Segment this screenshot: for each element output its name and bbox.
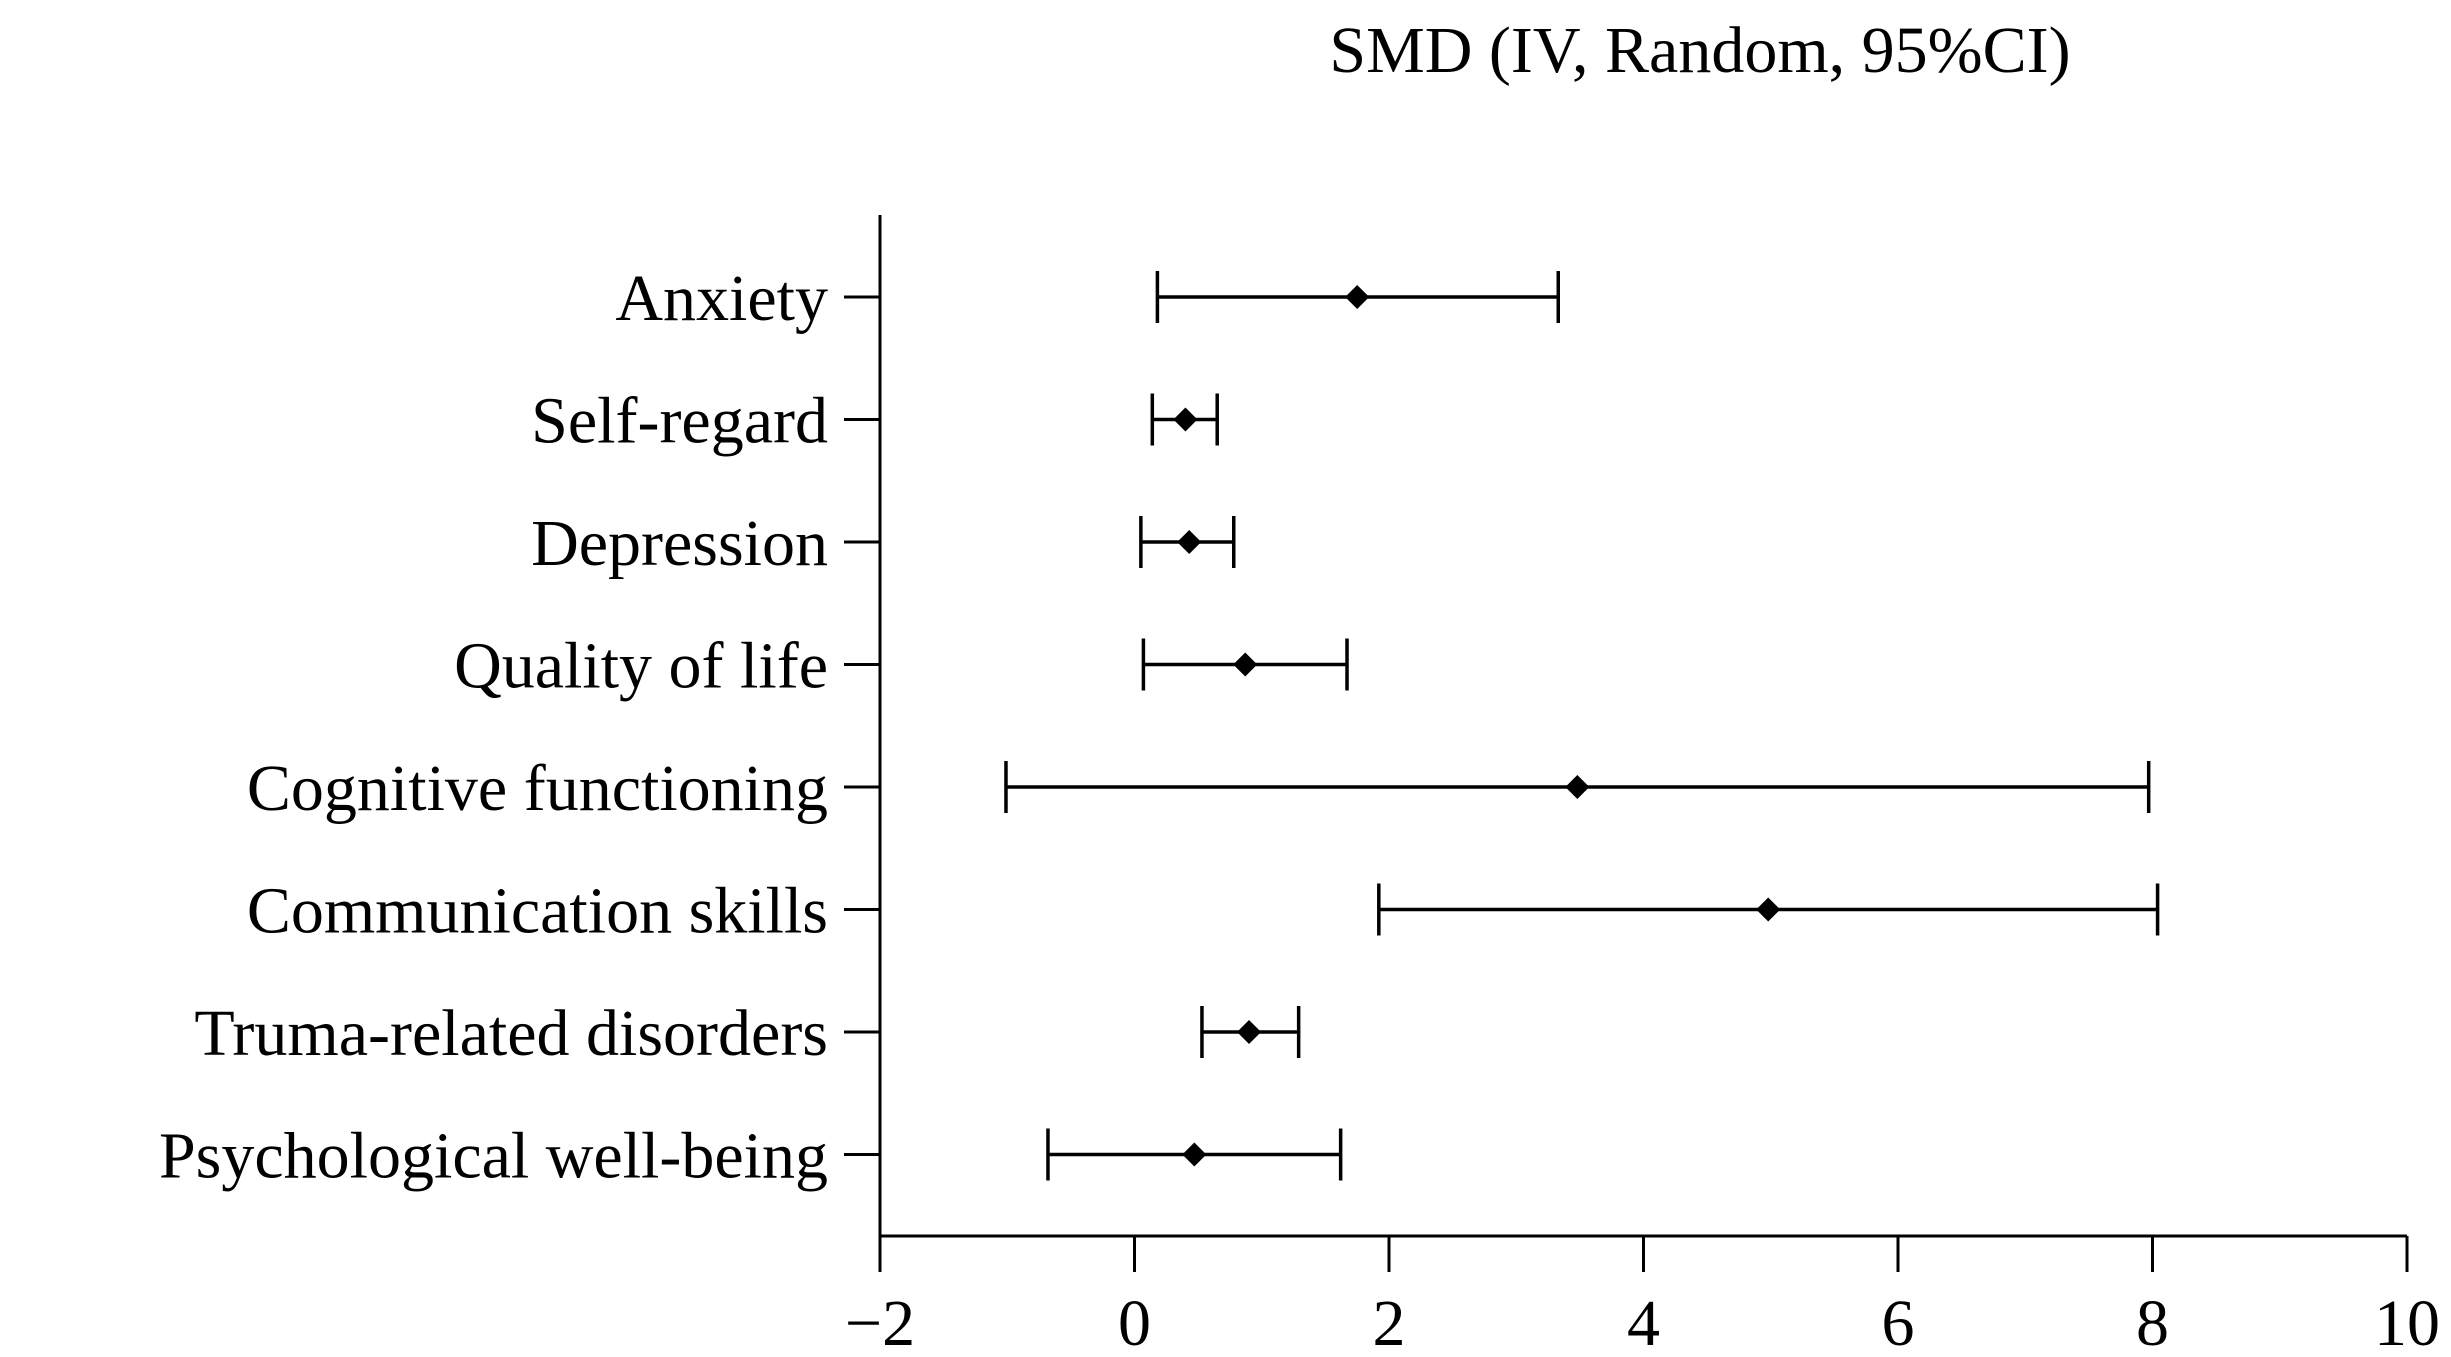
forest-rows: Anxiety Self-regard Depression Quality of l…	[159, 262, 2160, 1193]
category-label: Anxiety	[615, 262, 828, 335]
estimate-marker	[1177, 530, 1202, 554]
category-label: Truma-related disorders	[194, 997, 828, 1070]
estimate-marker	[1345, 285, 1370, 309]
x-tick-label: 2	[1373, 1287, 1406, 1357]
category-label: Self-regard	[531, 385, 828, 458]
estimate-marker	[1182, 1142, 1207, 1167]
category-label: Cognitive functioning	[247, 752, 828, 825]
category-label: Psychological well-being	[159, 1120, 828, 1193]
x-tick-label: 6	[1882, 1287, 1915, 1357]
x-tick-label: −2	[845, 1287, 915, 1357]
category-label: Quality of life	[454, 630, 828, 703]
estimate-marker	[1237, 1020, 1262, 1044]
category-label: Communication skills	[247, 875, 828, 948]
x-tick-label: 4	[1627, 1287, 1660, 1357]
axes: −2 0 2 4 6 8 10	[845, 215, 2440, 1357]
x-tick-label: 8	[2136, 1287, 2169, 1357]
x-tick-label: 0	[1118, 1287, 1151, 1357]
chart-title: SMD (IV, Random, 95%CI)	[1329, 14, 2070, 87]
estimate-marker	[1233, 652, 1258, 677]
category-label: Depression	[531, 507, 828, 580]
estimate-marker	[1173, 407, 1198, 432]
estimate-marker	[1756, 897, 1781, 922]
x-tick-label: 10	[2374, 1287, 2440, 1357]
estimate-marker	[1565, 775, 1590, 799]
